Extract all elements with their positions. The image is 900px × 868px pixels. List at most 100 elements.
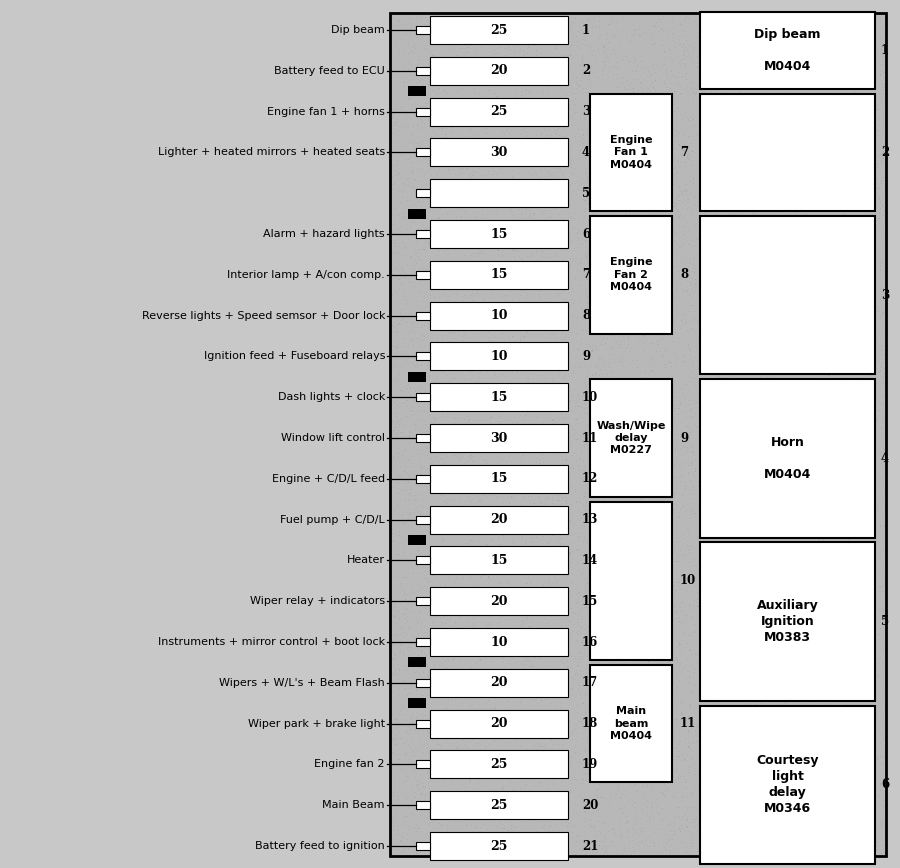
Point (860, 798, 875, 812)
Point (457, 693, 472, 707)
Point (462, 506, 476, 520)
Point (578, 766, 592, 779)
Point (596, 61, 610, 75)
Point (819, 825, 833, 838)
Point (831, 761, 845, 775)
Point (455, 351, 470, 365)
Point (824, 460, 839, 474)
Point (505, 651, 519, 665)
Point (645, 589, 660, 603)
Point (531, 74, 545, 88)
Point (655, 834, 670, 848)
Point (744, 624, 759, 638)
Point (547, 279, 562, 293)
Point (620, 120, 634, 134)
Point (726, 656, 741, 670)
Point (852, 803, 867, 817)
Point (616, 532, 631, 546)
Point (785, 27, 799, 41)
Point (395, 311, 410, 325)
Point (418, 384, 433, 398)
Point (851, 267, 866, 281)
Point (752, 347, 766, 361)
Point (857, 176, 871, 190)
Point (465, 678, 480, 692)
Point (580, 773, 595, 787)
Point (693, 269, 707, 283)
Point (831, 423, 845, 437)
Point (597, 838, 611, 852)
Point (855, 453, 869, 467)
Point (859, 405, 873, 419)
Point (644, 607, 659, 621)
Point (616, 113, 631, 127)
Point (688, 350, 702, 364)
Point (832, 91, 846, 105)
Point (464, 527, 479, 541)
Point (446, 326, 460, 339)
Point (681, 519, 696, 533)
Point (842, 615, 857, 629)
Point (662, 495, 676, 509)
Point (854, 326, 868, 340)
Point (588, 396, 602, 410)
Point (719, 163, 733, 177)
Point (572, 129, 586, 143)
Point (847, 85, 861, 99)
Point (589, 592, 603, 606)
Point (649, 766, 663, 780)
Point (781, 161, 796, 175)
Point (402, 469, 417, 483)
Point (810, 295, 824, 309)
Point (628, 547, 643, 561)
Point (453, 104, 467, 118)
Point (539, 800, 554, 814)
Point (726, 509, 741, 523)
Point (602, 470, 616, 484)
Point (754, 339, 769, 352)
Point (697, 597, 711, 611)
Point (869, 353, 884, 367)
Point (783, 273, 797, 287)
Point (571, 745, 585, 759)
Point (651, 571, 665, 585)
Point (413, 231, 428, 245)
Point (691, 476, 706, 490)
Point (595, 337, 609, 351)
Point (674, 558, 688, 572)
Point (611, 631, 625, 645)
Point (572, 678, 587, 692)
Point (421, 408, 436, 422)
Point (692, 659, 706, 673)
Point (689, 466, 704, 480)
Point (526, 218, 540, 232)
Point (417, 781, 431, 795)
Point (487, 794, 501, 808)
Point (417, 242, 431, 256)
Point (815, 510, 830, 523)
Point (499, 175, 513, 189)
Point (491, 641, 505, 655)
Point (438, 511, 453, 525)
Point (565, 108, 580, 122)
Point (472, 737, 487, 751)
Point (626, 778, 641, 792)
Point (699, 836, 714, 850)
Point (830, 631, 844, 645)
Point (853, 832, 868, 846)
Point (719, 340, 733, 354)
Point (533, 532, 547, 546)
Point (737, 439, 751, 453)
Point (436, 425, 450, 439)
Point (838, 434, 852, 448)
Point (742, 43, 756, 57)
Point (744, 162, 759, 176)
Point (670, 653, 684, 667)
Point (448, 208, 463, 222)
Point (536, 486, 551, 500)
Point (560, 86, 574, 100)
Point (680, 113, 695, 127)
Point (794, 319, 808, 333)
Point (599, 294, 614, 308)
Point (733, 639, 747, 653)
